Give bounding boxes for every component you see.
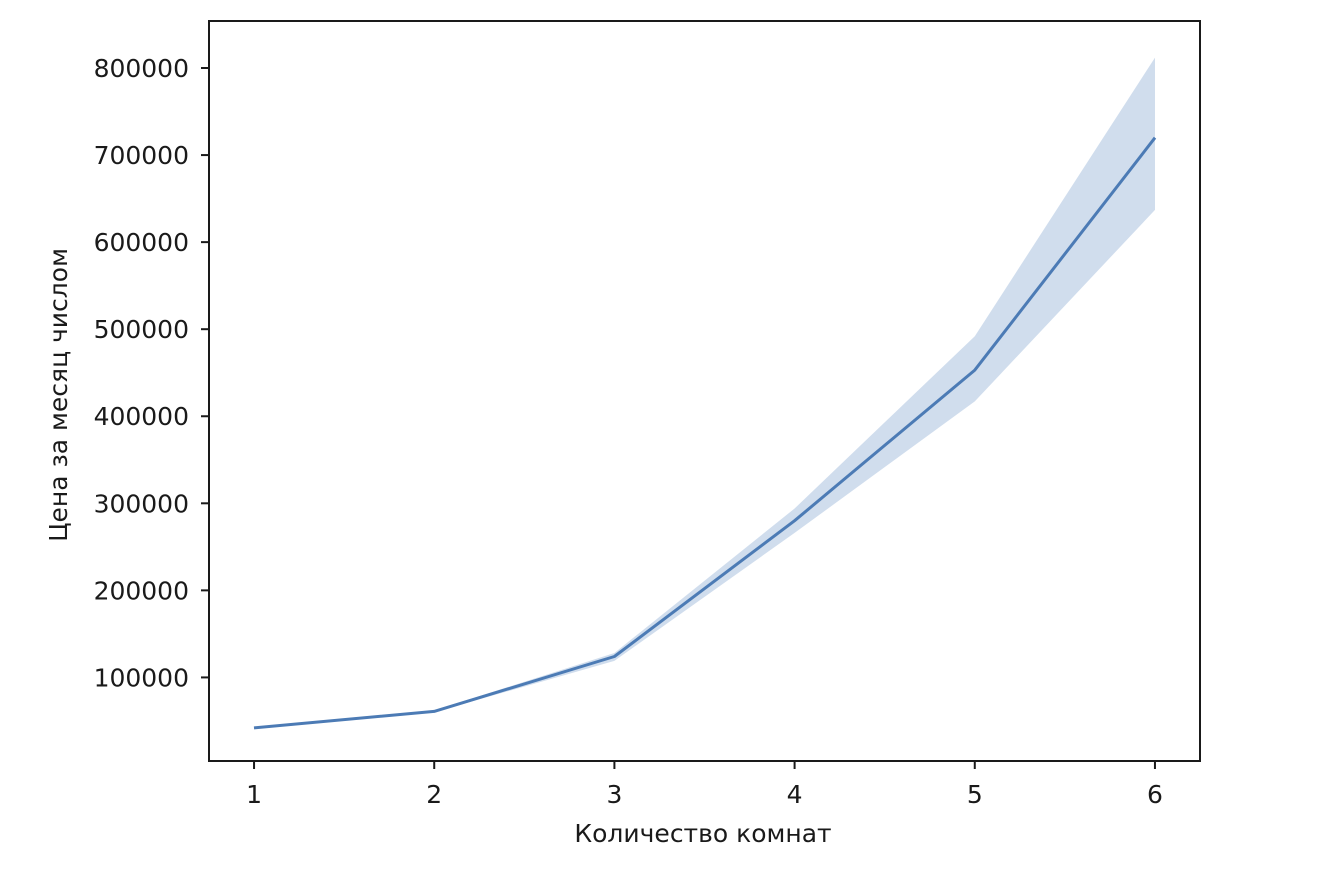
y-tick-label: 200000	[94, 576, 189, 605]
confidence-band	[254, 57, 1155, 729]
x-tick-label: 6	[1147, 780, 1163, 809]
y-axis: 100000 200000 300000 400000 500000 600000 7000…	[94, 54, 209, 692]
series-line	[253, 136, 1157, 730]
y-tick-label: 300000	[94, 489, 189, 518]
y-tick-label: 100000	[94, 663, 189, 692]
y-tick-label: 700000	[94, 141, 189, 170]
x-tick-label: 1	[246, 780, 262, 809]
x-tick-label: 4	[787, 780, 803, 809]
y-axis-title: Цена за месяц числом	[44, 248, 73, 542]
y-tick-label: 500000	[94, 315, 189, 344]
x-tick-label: 5	[967, 780, 983, 809]
plot-frame	[208, 20, 1201, 762]
plot-area	[253, 57, 1157, 730]
x-axis: 1 2 3 4 5 6	[246, 761, 1163, 809]
x-axis-title: Количество комнат	[574, 819, 831, 848]
x-tick-label: 2	[426, 780, 442, 809]
x-tick-label: 3	[606, 780, 622, 809]
y-tick-label: 800000	[94, 54, 189, 83]
y-tick-label: 600000	[94, 228, 189, 257]
y-tick-label: 400000	[94, 402, 189, 431]
